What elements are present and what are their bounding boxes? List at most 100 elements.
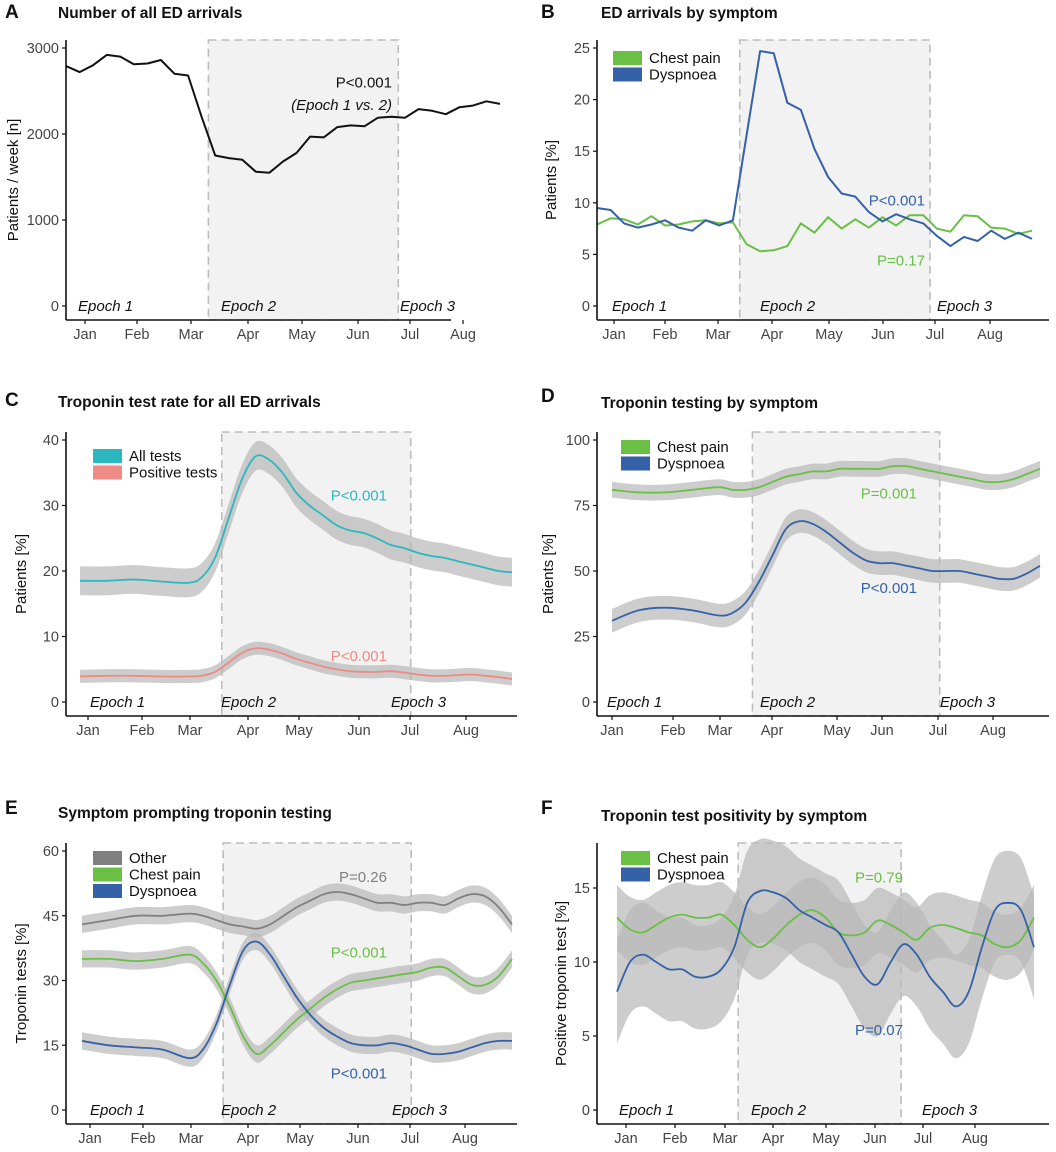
y-tick-label: 10 [574, 955, 590, 971]
panel-title: Troponin test rate for all ED arrivals [58, 394, 321, 411]
x-tick-label: Jun [871, 327, 894, 343]
panel-f: 0 5 10 15 Jan Feb Mar Apr May Jun Jul Aug Epoch 1 Epo… [541, 798, 1049, 1147]
y-tick-label: 45 [43, 909, 59, 925]
panel-letter: E [5, 798, 18, 819]
series-line-dyspnoea [611, 520, 1041, 622]
p-value-annotation: P<0.001 [331, 1065, 387, 1082]
x-tick-label: May [812, 1131, 840, 1147]
x-tick-label: Feb [663, 1131, 688, 1147]
y-tick-label: 40 [43, 433, 59, 449]
legend-swatch [621, 851, 650, 865]
x-tick-label: Aug [453, 723, 479, 739]
legend-label: Dyspnoea [657, 456, 725, 473]
y-tick-label: 25 [574, 630, 590, 646]
p-value-annotation: P=0.26 [339, 869, 387, 886]
x-tick-label: Jun [863, 1131, 886, 1147]
y-tick-label: 0 [582, 695, 590, 711]
x-tick-label: Jan [600, 723, 623, 739]
confidence-band-positive-tests [80, 641, 512, 686]
y-tick-label: 2000 [27, 127, 59, 143]
series-line-dyspnoea [81, 940, 513, 1060]
y-tick-label: 0 [582, 1103, 590, 1119]
y-tick-label: 1000 [27, 213, 59, 229]
epoch-label: Epoch 3 [940, 694, 996, 711]
y-tick-label: 15 [43, 1038, 59, 1054]
x-tick-label: Jan [614, 1131, 637, 1147]
legend-label: Chest pain [129, 867, 201, 884]
legend-swatch [621, 456, 650, 471]
y-axis-label: Troponin tests [%] [13, 923, 30, 1043]
x-tick-label: Mar [179, 1131, 204, 1147]
x-tick-label: Apr [761, 327, 784, 343]
y-tick-label: 15 [574, 881, 590, 897]
legend-swatch [613, 51, 642, 65]
x-tick-label: Feb [131, 1131, 156, 1147]
y-tick-label: 20 [43, 564, 59, 580]
epoch-label: Epoch 2 [221, 1102, 277, 1119]
x-tick-label: Jun [346, 327, 369, 343]
x-tick-label: Apr [237, 723, 260, 739]
legend-swatch [621, 440, 650, 454]
x-tick-label: Aug [980, 723, 1006, 739]
epoch-label: Epoch 2 [760, 298, 816, 315]
panel-letter: C [5, 390, 19, 411]
epoch-label: Epoch 1 [78, 298, 133, 315]
confidence-band-dyspnoea [82, 932, 512, 1067]
x-tick-label: Jan [76, 723, 99, 739]
epoch-label: Epoch 1 [612, 298, 667, 315]
x-tick-label: Feb [125, 327, 150, 343]
series-line-chest-pain [611, 465, 1041, 494]
legend-label: Other [129, 850, 167, 867]
x-tick-label: Jan [73, 327, 96, 343]
y-axis-label: Patients [%] [13, 534, 30, 614]
legend-label: Chest pain [657, 439, 729, 456]
panel-d: 0 25 50 75 100 Jan Feb Mar Apr May Jun Jul Aug Epoch … [540, 386, 1049, 739]
series-line-positive-tests [79, 647, 513, 680]
y-tick-label: 0 [51, 1103, 59, 1119]
x-tick-label: Aug [962, 1131, 988, 1147]
y-tick-label: 3000 [27, 41, 59, 57]
p-value-annotation: P<0.001 [331, 648, 387, 665]
legend-label: Dyspnoea [657, 867, 725, 884]
legend-swatch [93, 449, 122, 463]
panel-letter: D [541, 386, 555, 407]
panel-e: 0 15 30 45 60 Jan Feb Mar Apr May Jun Jul Aug Epoch 1… [5, 798, 517, 1147]
confidence-band-all-tests [80, 440, 512, 598]
x-tick-label: May [286, 1131, 314, 1147]
epoch-label: Epoch 3 [937, 298, 993, 315]
p-value-annotation: P<0.001 [331, 944, 387, 961]
legend-swatch [621, 867, 650, 882]
panel-c: 0 10 20 30 40 Jan Feb Mar Apr May Jun Jul Aug Epoch 1… [5, 390, 517, 739]
epoch-label: Epoch 1 [90, 1102, 145, 1119]
x-tick-label: Apr [237, 1131, 260, 1147]
x-tick-label: Feb [661, 723, 686, 739]
series-line-chest-pain [596, 214, 1033, 253]
y-tick-label: 25 [574, 41, 590, 57]
panel-b: 0 5 10 15 20 25 Jan Feb Mar Apr May Jun Jul Aug Epoch … [541, 2, 1049, 343]
legend-label: Chest pain [649, 50, 721, 67]
y-tick-label: 0 [51, 299, 59, 315]
epoch-label: Epoch 1 [619, 1102, 674, 1119]
x-tick-label: Aug [452, 1131, 478, 1147]
x-tick-label: May [815, 327, 843, 343]
legend-swatch [93, 465, 122, 480]
x-tick-label: Jun [870, 723, 893, 739]
y-tick-label: 0 [51, 695, 59, 711]
y-tick-label: 10 [574, 196, 590, 212]
legend-swatch [613, 67, 642, 82]
y-axis-label: Patients [%] [540, 534, 557, 614]
x-tick-label: May [285, 723, 313, 739]
x-tick-label: Apr [762, 1131, 785, 1147]
x-tick-label: Feb [653, 327, 678, 343]
x-tick-label: Mar [708, 723, 733, 739]
epoch-label: Epoch 2 [760, 694, 816, 711]
p-value-annotation: P=0.001 [861, 486, 917, 503]
panel-title: ED arrivals by symptom [601, 5, 778, 22]
y-tick-label: 30 [43, 974, 59, 990]
x-tick-label: Mar [713, 1131, 738, 1147]
panel-title: Symptom prompting troponin testing [58, 805, 332, 822]
series-line-chest-pain [81, 953, 513, 1055]
y-axis-label: Patients / week [n] [5, 119, 22, 242]
panel-title: Troponin testing by symptom [601, 395, 818, 412]
confidence-band-chest-pain [612, 458, 1040, 501]
